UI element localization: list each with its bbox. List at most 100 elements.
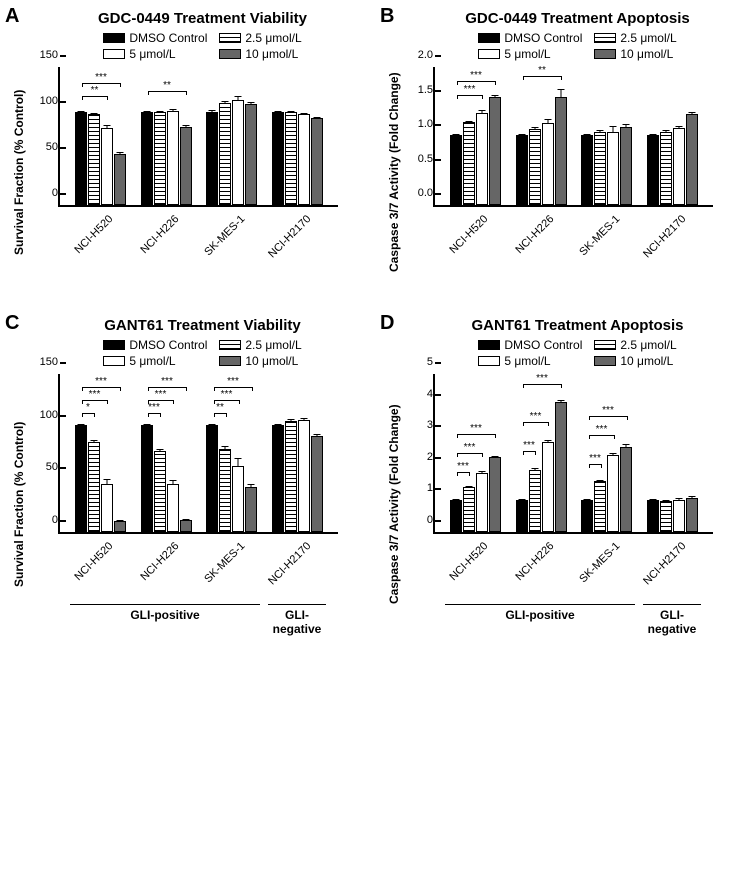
y-tick: 4 bbox=[407, 388, 433, 400]
legend-item: 10 μmol/L bbox=[219, 354, 301, 368]
panel-letter: C bbox=[5, 312, 19, 335]
plot-area: 012345*************************** bbox=[433, 374, 713, 534]
error-bar bbox=[120, 152, 121, 155]
bar bbox=[529, 470, 541, 532]
x-tick-label: SK-MES-1 bbox=[557, 540, 622, 605]
error-bar bbox=[159, 111, 160, 113]
bar bbox=[167, 111, 179, 205]
error-bar bbox=[600, 130, 601, 134]
bar-group bbox=[265, 112, 331, 205]
panel-letter: A bbox=[5, 5, 19, 28]
legend: DMSO Control2.5 μmol/L5 μmol/L10 μmol/L bbox=[415, 31, 740, 61]
legend-item: DMSO Control bbox=[103, 31, 207, 45]
legend-item: DMSO Control bbox=[478, 31, 582, 45]
bar-group bbox=[509, 97, 575, 206]
x-tick-label: NCI-H2170 bbox=[248, 213, 313, 278]
bar bbox=[647, 500, 659, 532]
legend-label: 10 μmol/L bbox=[245, 47, 298, 61]
y-tick: 1 bbox=[407, 482, 433, 494]
panel-D: DGANT61 Treatment ApoptosisDMSO Control2… bbox=[385, 317, 740, 634]
bar bbox=[75, 112, 87, 205]
y-tick: 0.0 bbox=[407, 187, 433, 199]
error-bar bbox=[678, 126, 679, 129]
bar bbox=[581, 135, 593, 205]
bar bbox=[180, 520, 192, 532]
x-tick-label: NCI-H226 bbox=[116, 540, 181, 605]
y-tick: 5 bbox=[407, 356, 433, 368]
bar bbox=[298, 420, 310, 532]
error-bar bbox=[600, 480, 601, 482]
y-tick: 50 bbox=[32, 141, 58, 153]
bar-group bbox=[134, 425, 200, 532]
legend-item: 5 μmol/L bbox=[103, 47, 207, 61]
x-tick-label: NCI-H226 bbox=[116, 213, 181, 278]
error-bar bbox=[303, 113, 304, 115]
y-tick: 0 bbox=[32, 514, 58, 526]
y-tick: 0.5 bbox=[407, 153, 433, 165]
y-tick: 2 bbox=[407, 451, 433, 463]
bar bbox=[686, 114, 698, 205]
bar bbox=[101, 484, 113, 532]
bar bbox=[101, 128, 113, 205]
bar bbox=[516, 500, 528, 532]
bar bbox=[75, 425, 87, 532]
legend-swatch bbox=[594, 356, 616, 366]
bar-group bbox=[199, 100, 265, 205]
bars-container bbox=[60, 67, 338, 205]
legend-item: 5 μmol/L bbox=[478, 354, 582, 368]
error-bar bbox=[534, 468, 535, 471]
error-bar bbox=[120, 520, 121, 522]
x-tick-label: SK-MES-1 bbox=[557, 213, 622, 278]
bar bbox=[607, 132, 619, 206]
legend-item: 10 μmol/L bbox=[219, 47, 301, 61]
error-bar bbox=[469, 486, 470, 488]
chart-wrap: Survival Fraction (% Control)050100150**… bbox=[10, 374, 365, 634]
error-bar bbox=[94, 113, 95, 116]
error-bar bbox=[251, 102, 252, 105]
x-labels: NCI-H520NCI-H226SK-MES-1NCI-H2170 bbox=[435, 534, 715, 604]
legend-label: 2.5 μmol/L bbox=[245, 338, 301, 352]
bar bbox=[686, 498, 698, 532]
bar bbox=[594, 481, 606, 532]
error-bar bbox=[521, 499, 522, 501]
error-bar bbox=[94, 440, 95, 443]
bar bbox=[88, 114, 100, 205]
legend-label: DMSO Control bbox=[129, 338, 207, 352]
group-annotation: GLI-positiveGLI-negative bbox=[433, 604, 713, 634]
error-bar bbox=[316, 434, 317, 437]
error-bar bbox=[225, 101, 226, 105]
error-bar bbox=[665, 500, 666, 502]
error-bar bbox=[482, 471, 483, 474]
y-tick: 2.0 bbox=[407, 49, 433, 61]
error-bar bbox=[107, 125, 108, 129]
error-bar bbox=[626, 124, 627, 128]
legend-swatch bbox=[219, 356, 241, 366]
bar bbox=[272, 112, 284, 205]
panel-letter: B bbox=[380, 5, 394, 28]
bar bbox=[206, 425, 218, 532]
x-tick-label: NCI-H520 bbox=[50, 540, 115, 605]
legend: DMSO Control2.5 μmol/L5 μmol/L10 μmol/L bbox=[415, 338, 740, 368]
plot-area: 050100150******* bbox=[58, 67, 338, 207]
y-tick: 1.0 bbox=[407, 118, 433, 130]
legend-item: 5 μmol/L bbox=[478, 47, 582, 61]
x-labels: NCI-H520NCI-H226SK-MES-1NCI-H2170 bbox=[435, 207, 715, 277]
error-bar bbox=[316, 117, 317, 119]
legend-swatch bbox=[478, 356, 500, 366]
bar bbox=[489, 457, 501, 532]
error-bar bbox=[146, 424, 147, 426]
bar bbox=[298, 114, 310, 205]
bar bbox=[542, 442, 554, 532]
bar bbox=[219, 103, 231, 205]
legend-label: 5 μmol/L bbox=[504, 47, 550, 61]
error-bar bbox=[587, 499, 588, 501]
legend-item: DMSO Control bbox=[478, 338, 582, 352]
error-bar bbox=[613, 126, 614, 133]
legend-label: 2.5 μmol/L bbox=[245, 31, 301, 45]
bar bbox=[245, 487, 257, 532]
error-bar bbox=[521, 134, 522, 136]
y-tick: 150 bbox=[32, 49, 58, 61]
bar bbox=[516, 135, 528, 205]
legend-swatch bbox=[478, 33, 500, 43]
group-underline bbox=[268, 604, 326, 605]
